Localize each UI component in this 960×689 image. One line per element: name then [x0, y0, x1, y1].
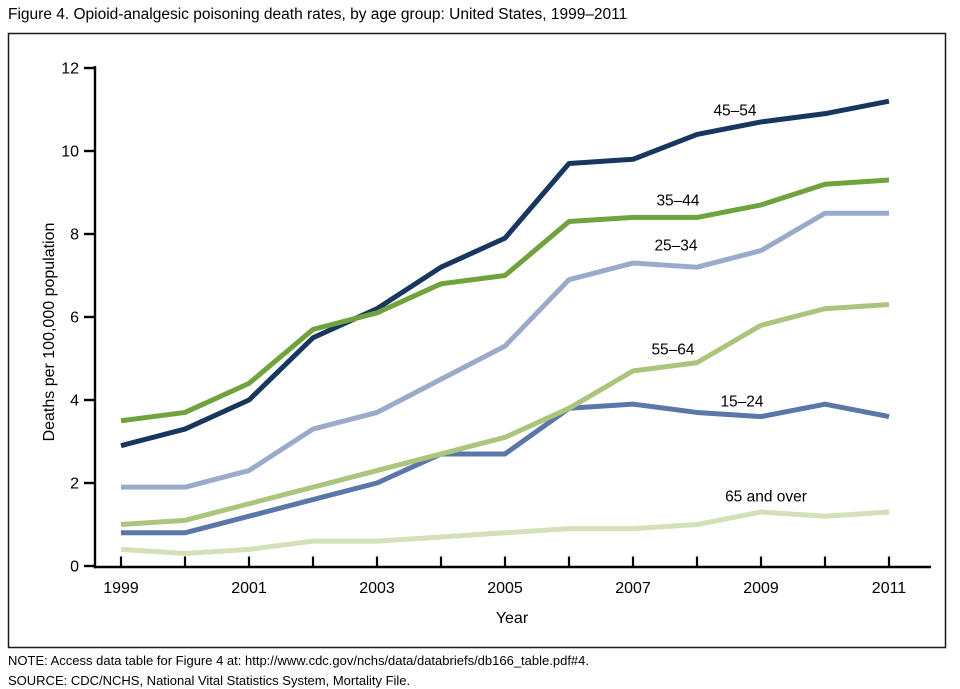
x-tick-label: 1999 [103, 580, 139, 597]
series-label-15-24: 15–24 [720, 394, 763, 411]
x-tick-label: 2003 [359, 580, 395, 597]
x-tick-label: 2001 [231, 580, 267, 597]
x-tick-label: 2011 [872, 580, 907, 597]
series-label-65-and-over: 65 and over [725, 489, 807, 506]
x-axis-title: Year [496, 610, 529, 627]
series-line-35-44 [120, 177, 890, 424]
series-line-65-and-over [120, 509, 890, 557]
series-line-15-24 [121, 401, 890, 536]
x-tick-label: 2009 [743, 580, 779, 597]
y-tick-label: 10 [61, 144, 79, 161]
y-tick-label: 0 [70, 559, 79, 576]
x-tick-label: 2005 [487, 580, 523, 597]
figure-source: SOURCE: CDC/NCHS, National Vital Statist… [8, 673, 411, 688]
figure-note: NOTE: Access data table for Figure 4 at:… [8, 653, 590, 668]
y-tick-label: 6 [70, 310, 79, 327]
series-label-35-44: 35–44 [656, 193, 699, 210]
figure-title: Figure 4. Opioid-analgesic poisoning dea… [8, 6, 628, 23]
y-tick-label: 12 [61, 61, 79, 78]
series-label-45-54: 45–54 [713, 103, 756, 120]
series-line-25-34 [121, 210, 889, 490]
series-line-45-54 [120, 98, 890, 449]
y-axis-title: Deaths per 100,000 population [41, 223, 58, 442]
y-tick-label: 4 [70, 393, 79, 410]
x-tick-label: 2007 [615, 580, 651, 597]
y-tick-label: 8 [70, 227, 79, 244]
series-label-25-34: 25–34 [654, 238, 697, 255]
series-line-55-64 [120, 302, 890, 527]
y-tick-label: 2 [70, 476, 79, 493]
figure-frame [7, 32, 947, 649]
series-label-55-64: 55–64 [651, 342, 694, 359]
